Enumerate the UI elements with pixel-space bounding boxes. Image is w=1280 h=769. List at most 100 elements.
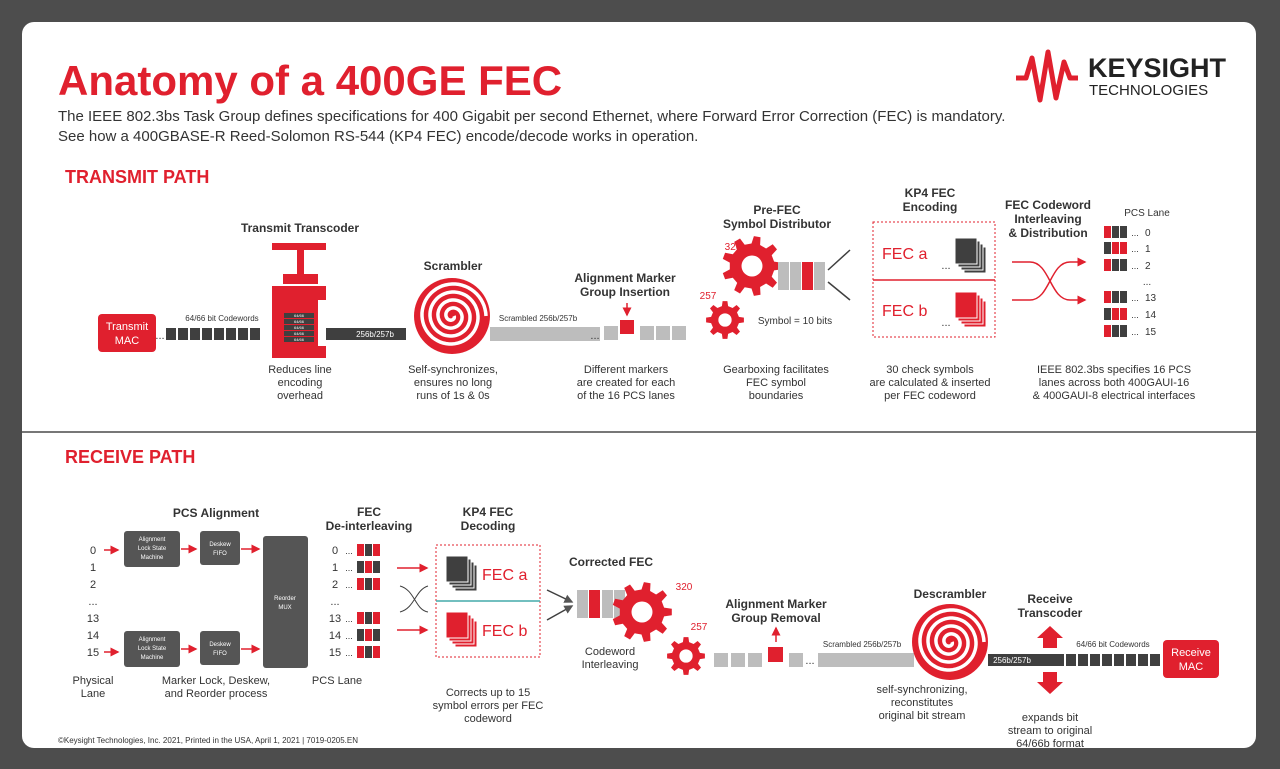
block <box>640 326 654 340</box>
stage-note: Interleaving <box>582 659 639 671</box>
stage-note: & 400GAUI-8 electrical interfaces <box>1033 390 1196 402</box>
lane-number: 14 <box>1145 310 1157 321</box>
box-label: Alignment <box>139 537 166 543</box>
codeword-label: 64/66 bit Codewords <box>1076 640 1149 649</box>
arrow <box>827 281 851 301</box>
box-label: MUX <box>278 605 291 611</box>
stage-note: reconstitutes <box>891 697 954 709</box>
footer: ©Keysight Technologies, Inc. 2021, Print… <box>58 736 358 745</box>
codeword <box>284 331 314 336</box>
lane-number: 0 <box>332 545 338 557</box>
lane-block <box>1104 259 1111 271</box>
stage-note: Codeword <box>585 646 635 658</box>
lane-number: ... <box>88 596 97 608</box>
bar-label: Scrambled 256b/257b <box>823 640 902 649</box>
mac-box <box>98 314 156 352</box>
codeword <box>284 313 314 318</box>
spiral <box>918 608 986 672</box>
stage-title: Group Removal <box>731 611 820 625</box>
stage-note: runs of 1s & 0s <box>416 390 490 402</box>
codeword <box>202 328 212 340</box>
bar-label: 256b/257b <box>993 656 1031 665</box>
stage-note: Self-synchronizes, <box>408 364 498 376</box>
vise <box>283 274 318 284</box>
stage-title: Interleaving <box>1014 212 1081 226</box>
stage-title: PCS Alignment <box>173 506 259 520</box>
codeword <box>284 337 314 342</box>
stage-title: Pre-FEC <box>753 203 801 217</box>
down-arrow <box>1037 672 1063 694</box>
lane-block <box>1120 242 1127 254</box>
lane-block <box>1104 226 1111 238</box>
codeword-label: 64/66 <box>294 331 305 336</box>
lane-block <box>373 561 380 573</box>
block <box>604 326 618 340</box>
lane-number: 14 <box>87 630 99 642</box>
box-label: Lock State <box>138 646 167 652</box>
box-label: Deskew <box>209 642 231 648</box>
ellipsis: ... <box>1131 310 1139 320</box>
codeword <box>214 328 224 340</box>
ellipsis: ... <box>345 563 353 573</box>
codeword <box>190 328 200 340</box>
stage-title: Symbol Distributor <box>723 217 831 231</box>
ellipsis: ... <box>941 317 950 329</box>
mac-label: Transmit <box>106 321 148 333</box>
lane-number: 13 <box>1145 293 1157 304</box>
vise <box>272 243 326 250</box>
stage-note: Marker Lock, Deskew, <box>162 675 270 687</box>
stage-title: Receive <box>1027 592 1073 606</box>
codeword <box>1150 654 1160 666</box>
symbol <box>802 262 813 290</box>
ellipsis: ... <box>941 260 950 272</box>
stage-note: are created for each <box>577 377 675 389</box>
stage-note: boundaries <box>749 390 804 402</box>
lane-number: 2 <box>332 579 338 591</box>
lane-number: 14 <box>329 630 341 642</box>
mux-box <box>263 536 308 668</box>
codeword <box>1126 654 1136 666</box>
stage-title: & Distribution <box>1008 226 1087 240</box>
gear-label: 320 <box>725 242 742 253</box>
stage-note: Lane <box>81 688 105 700</box>
arrow <box>827 249 851 271</box>
block <box>672 326 686 340</box>
codeword <box>284 319 314 324</box>
symbol <box>589 590 600 618</box>
codeword-label: 64/66 <box>294 325 305 330</box>
stage-title: Scrambler <box>424 259 483 273</box>
codeword <box>226 328 236 340</box>
codeword <box>1090 654 1100 666</box>
box-label: Deskew <box>209 542 231 548</box>
codeword-label: 64/66 <box>294 319 305 324</box>
logo-name: KEYSIGHT <box>1088 53 1227 83</box>
arrow <box>546 605 574 621</box>
stage-note: self-synchronizing, <box>876 684 967 696</box>
ellipsis: ... <box>345 648 353 658</box>
fec-label: FEC a <box>482 567 527 584</box>
stage-note: PCS Lane <box>312 675 362 687</box>
codeword-stack <box>445 555 469 583</box>
codeword <box>1066 654 1076 666</box>
fec-label: FEC b <box>882 303 927 320</box>
lane-block <box>1112 308 1119 320</box>
ellipsis: ... <box>155 330 164 342</box>
lane-number: ... <box>1143 277 1151 288</box>
stream-bar <box>818 653 914 667</box>
deskew-box <box>200 631 240 665</box>
logo-tagline: TECHNOLOGIES <box>1089 82 1208 99</box>
ellipsis: ... <box>590 330 599 342</box>
stage-note: overhead <box>277 390 323 402</box>
lane-block <box>373 544 380 556</box>
lane-block <box>357 578 364 590</box>
spiral <box>420 282 488 346</box>
lane-block <box>1104 242 1111 254</box>
lane-block <box>1120 259 1127 271</box>
lane-number: 13 <box>329 613 341 625</box>
gear-hole <box>718 313 732 327</box>
stage-note: per FEC codeword <box>884 390 976 402</box>
stage-note: and Reorder process <box>165 688 268 700</box>
gear-hole <box>741 255 763 277</box>
box-label: Alignment <box>139 637 166 643</box>
logo-mark <box>1016 49 1078 103</box>
